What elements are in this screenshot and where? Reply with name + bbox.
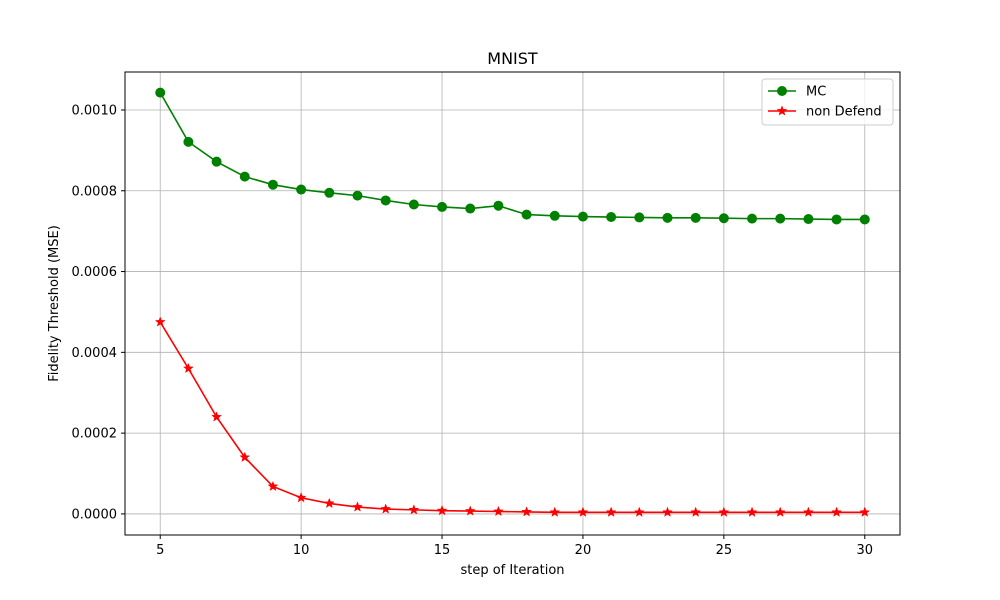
data-point bbox=[774, 506, 786, 517]
data-point bbox=[718, 213, 729, 224]
y-tick-label: 0.0010 bbox=[72, 103, 118, 118]
series-1 bbox=[154, 316, 871, 517]
data-point bbox=[183, 136, 194, 147]
data-point bbox=[521, 209, 532, 220]
data-point bbox=[464, 505, 476, 516]
legend-marker bbox=[777, 86, 787, 96]
y-tick-label: 0.0008 bbox=[72, 184, 118, 199]
data-point bbox=[803, 214, 814, 225]
data-point bbox=[465, 203, 476, 214]
data-point bbox=[802, 506, 814, 517]
data-point bbox=[605, 506, 617, 517]
y-tick-label: 0.0000 bbox=[72, 507, 118, 522]
data-point bbox=[662, 506, 673, 517]
data-point bbox=[549, 506, 561, 517]
data-point bbox=[352, 501, 363, 512]
legend: MC non Defend bbox=[761, 78, 894, 126]
data-point bbox=[408, 199, 419, 210]
y-tick-label: 0.0006 bbox=[72, 265, 118, 280]
x-tick-label: 15 bbox=[434, 543, 451, 558]
data-point bbox=[577, 211, 588, 222]
data-point bbox=[662, 212, 673, 223]
data-point bbox=[859, 214, 870, 225]
legend-label: MC bbox=[806, 85, 826, 100]
data-point bbox=[239, 451, 251, 462]
legend-entry: MC bbox=[768, 85, 826, 100]
x-axis-label: step of Iteration bbox=[460, 563, 564, 578]
ticks: 5 10 15 20 25 30 0.0000 0.0002 0.0004 0.0006 0.000… bbox=[72, 103, 874, 558]
data-point bbox=[154, 316, 166, 327]
series-line bbox=[159, 321, 865, 514]
chart-title: MNIST bbox=[487, 49, 538, 68]
data-point bbox=[295, 492, 307, 503]
data-point bbox=[775, 213, 786, 224]
x-tick-label: 20 bbox=[575, 543, 592, 558]
data-point bbox=[690, 212, 701, 223]
data-point bbox=[211, 156, 222, 167]
data-point bbox=[267, 179, 278, 190]
data-point bbox=[182, 362, 194, 374]
x-tick-label: 5 bbox=[156, 543, 164, 558]
data-point bbox=[633, 506, 645, 517]
data-point bbox=[492, 505, 504, 517]
data-point bbox=[323, 497, 335, 509]
data-point bbox=[634, 212, 645, 223]
legend-label: non Defend bbox=[806, 105, 882, 120]
data-point bbox=[549, 210, 560, 221]
legend-entry: non Defend bbox=[768, 105, 882, 120]
y-tick-label: 0.0004 bbox=[72, 346, 118, 361]
data-point bbox=[380, 503, 392, 514]
grid bbox=[125, 72, 900, 535]
data-point bbox=[267, 480, 279, 492]
data-point bbox=[690, 506, 702, 517]
y-tick-label: 0.0002 bbox=[72, 427, 118, 442]
y-axis-label: Fidelity Threshold (MSE) bbox=[47, 225, 62, 382]
data-point bbox=[352, 190, 363, 201]
data-point bbox=[718, 506, 730, 517]
x-tick-label: 25 bbox=[716, 543, 733, 558]
plot-frame bbox=[124, 71, 901, 536]
data-point bbox=[577, 506, 589, 517]
data-point bbox=[521, 506, 533, 517]
data-point bbox=[239, 171, 250, 182]
data-point bbox=[211, 411, 223, 422]
series-layer bbox=[154, 87, 871, 517]
legend-marker bbox=[776, 105, 788, 116]
data-point bbox=[155, 87, 166, 98]
data-point bbox=[408, 504, 420, 515]
data-point bbox=[296, 184, 307, 195]
data-point bbox=[436, 504, 448, 516]
data-point bbox=[831, 214, 842, 225]
data-point bbox=[606, 212, 617, 223]
data-point bbox=[493, 200, 504, 211]
data-point bbox=[380, 195, 391, 206]
data-point bbox=[437, 201, 448, 212]
data-point bbox=[746, 506, 758, 517]
x-tick-label: 10 bbox=[293, 543, 310, 558]
data-point bbox=[324, 187, 335, 198]
data-point bbox=[859, 506, 871, 517]
data-point bbox=[747, 213, 758, 224]
series-0 bbox=[155, 87, 870, 225]
x-tick-label: 30 bbox=[856, 543, 873, 558]
data-point bbox=[831, 506, 843, 517]
